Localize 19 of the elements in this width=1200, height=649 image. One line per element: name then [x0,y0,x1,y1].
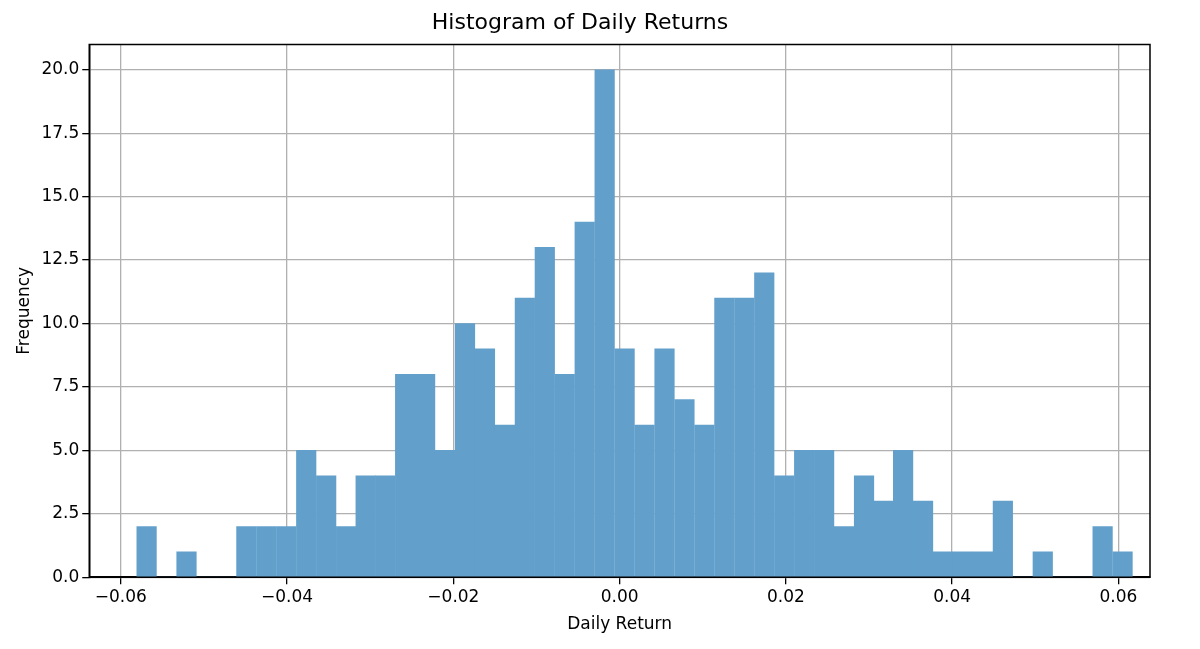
x-axis-title: Daily Return [567,613,673,634]
y-tick-label: 0.0 [52,565,80,586]
y-tick-label: 2.5 [52,502,80,523]
y-tick-label: 15.0 [41,185,80,206]
y-tick-label: 10.0 [41,311,80,332]
x-tick-label: 0.00 [600,585,639,606]
x-tick-label: −0.02 [427,585,480,606]
x-tick-label: 0.04 [933,585,972,606]
x-tick-label: 0.06 [1099,585,1138,606]
y-tick-label: 20.0 [41,58,80,79]
y-tick-label: 17.5 [41,121,80,142]
x-tick-label: −0.06 [94,585,147,606]
y-tick-label: 7.5 [52,375,80,396]
y-tick-label: 12.5 [41,248,80,269]
chart-title: Histogram of Daily Returns [431,8,729,34]
y-axis-title: Frequency [12,266,33,355]
y-tick-label: 5.0 [52,438,80,459]
x-tick-label: −0.04 [261,585,314,606]
x-tick-label: 0.02 [766,585,805,606]
